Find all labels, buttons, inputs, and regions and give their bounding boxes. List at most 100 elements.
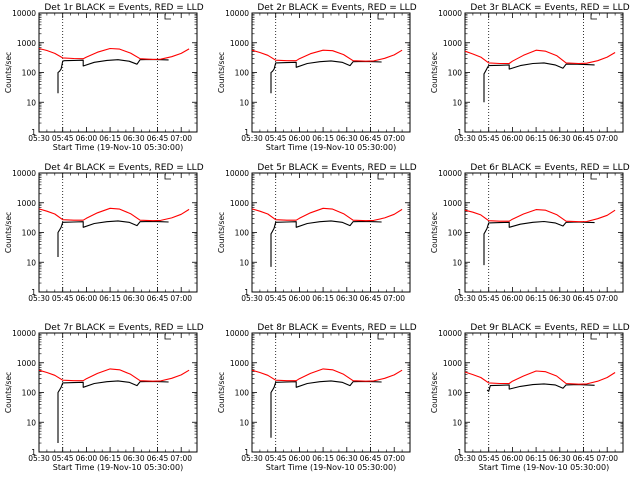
x-tick-label: 06:30 xyxy=(123,454,145,463)
x-tick-label: 06:00 xyxy=(502,454,524,463)
series-line-lld xyxy=(251,368,403,382)
y-tick-label: 1 xyxy=(31,448,36,457)
series-line-lld xyxy=(251,207,403,222)
series-line-events xyxy=(57,220,169,257)
panel-title: Det 1r BLACK = Events, RED = LLD xyxy=(44,3,203,13)
panel-title: Det 6r BLACK = Events, RED = LLD xyxy=(470,163,629,173)
detector-panel-3: Det 3r BLACK = Events, RED = LLD 1 10 100 10… xyxy=(430,3,630,143)
y-tick-label: 10 xyxy=(239,258,249,267)
series-line-lld xyxy=(464,49,616,65)
x-tick-label: 06:45 xyxy=(573,454,595,463)
y-tick-label: 1000 xyxy=(17,359,36,368)
plot-frame xyxy=(464,172,624,293)
series-line-lld xyxy=(251,49,403,62)
corner-mark xyxy=(377,174,384,180)
x-axis-label: Start Time (19-Nov-10 05:30:00) xyxy=(53,143,183,152)
y-tick-label: 10 xyxy=(239,98,249,107)
x-tick-label: 07:00 xyxy=(170,134,192,143)
x-axis-label: Start Time (19-Nov-10 05:30:00) xyxy=(479,463,609,472)
panel-title: Det 3r BLACK = Events, RED = LLD xyxy=(470,3,629,13)
y-tick-label: 10 xyxy=(26,418,36,427)
y-tick-label: 10000 xyxy=(12,169,36,178)
y-tick-label: 10000 xyxy=(438,329,462,338)
y-tick-label: 1 xyxy=(31,288,36,297)
x-tick-label: 05:45 xyxy=(52,294,74,303)
series-line-events xyxy=(270,60,382,94)
x-tick-label: 06:00 xyxy=(502,134,524,143)
y-tick-label: 10000 xyxy=(12,9,36,18)
corner-mark xyxy=(590,14,597,20)
y-tick-label: 1 xyxy=(244,128,249,137)
x-tick-label: 06:15 xyxy=(312,134,334,143)
series-line-lld xyxy=(38,368,190,382)
panel-title: Det 8r BLACK = Events, RED = LLD xyxy=(257,323,416,333)
series-line-events xyxy=(270,380,382,438)
x-tick-label: 06:00 xyxy=(502,294,524,303)
y-tick-label: 100 xyxy=(22,229,37,238)
y-tick-label: 10 xyxy=(452,258,462,267)
x-tick-label: 06:15 xyxy=(525,134,547,143)
y-tick-label: 1000 xyxy=(443,199,462,208)
detector-panel-2: Det 2r BLACK = Events, RED = LLD 1 10 100 10… xyxy=(217,3,417,152)
x-tick-label: 06:15 xyxy=(312,454,334,463)
x-tick-label: 06:00 xyxy=(76,134,98,143)
y-tick-label: 10 xyxy=(452,418,462,427)
x-tick-label: 06:00 xyxy=(76,454,98,463)
x-tick-label: 06:30 xyxy=(549,294,571,303)
x-tick-label: 07:00 xyxy=(596,134,618,143)
plot-frame xyxy=(38,332,198,453)
y-tick-label: 1 xyxy=(457,448,462,457)
x-tick-label: 07:00 xyxy=(596,294,618,303)
x-tick-label: 06:00 xyxy=(76,294,98,303)
y-tick-label: 10000 xyxy=(225,9,249,18)
x-tick-label: 06:45 xyxy=(147,134,169,143)
x-tick-label: 06:30 xyxy=(336,134,358,143)
x-tick-label: 05:30 xyxy=(454,454,476,463)
y-tick-label: 100 xyxy=(448,69,463,78)
x-tick-label: 06:45 xyxy=(147,454,169,463)
panel-title: Det 2r BLACK = Events, RED = LLD xyxy=(257,3,416,13)
y-tick-label: 100 xyxy=(448,389,463,398)
panel-title: Det 9r BLACK = Events, RED = LLD xyxy=(470,323,629,333)
y-tick-label: 1 xyxy=(457,128,462,137)
plot-frame xyxy=(464,12,624,133)
series-line-events xyxy=(57,380,169,443)
y-tick-label: 100 xyxy=(448,229,463,238)
y-tick-label: 100 xyxy=(235,389,250,398)
plot-frame xyxy=(38,172,198,293)
corner-mark xyxy=(377,14,384,20)
x-tick-label: 06:30 xyxy=(336,294,358,303)
series-line-lld xyxy=(464,209,616,223)
y-tick-label: 10000 xyxy=(12,329,36,338)
plot-frame xyxy=(251,332,411,453)
detector-panel-8: Det 8r BLACK = Events, RED = LLD 1 10 100 10… xyxy=(217,323,417,472)
plot-frame xyxy=(38,12,198,133)
x-tick-label: 06:15 xyxy=(312,294,334,303)
corner-mark xyxy=(164,174,171,180)
y-tick-label: 1000 xyxy=(443,39,462,48)
x-tick-label: 06:15 xyxy=(525,294,547,303)
x-tick-label: 05:45 xyxy=(265,134,287,143)
y-axis-label: Counts/sec xyxy=(430,212,439,253)
y-axis-label: Counts/sec xyxy=(4,52,13,93)
detector-panel-5: Det 5r BLACK = Events, RED = LLD 1 10 100 10… xyxy=(217,163,417,303)
series-line-lld xyxy=(464,370,616,385)
y-tick-label: 1000 xyxy=(443,359,462,368)
y-tick-label: 1000 xyxy=(230,39,249,48)
y-tick-label: 10000 xyxy=(225,329,249,338)
y-axis-label: Counts/sec xyxy=(217,212,226,253)
series-line-events xyxy=(57,58,169,94)
panel-title: Det 7r BLACK = Events, RED = LLD xyxy=(44,323,203,333)
x-axis-label: Start Time (19-Nov-10 05:30:00) xyxy=(53,463,183,472)
y-axis-label: Counts/sec xyxy=(430,372,439,413)
y-tick-label: 10 xyxy=(239,418,249,427)
y-tick-label: 1000 xyxy=(17,39,36,48)
x-tick-label: 05:45 xyxy=(478,134,500,143)
detector-panel-7: Det 7r BLACK = Events, RED = LLD 1 10 100 10… xyxy=(4,323,204,472)
x-tick-label: 07:00 xyxy=(383,294,405,303)
panel-title: Det 5r BLACK = Events, RED = LLD xyxy=(257,163,416,173)
x-tick-label: 05:30 xyxy=(28,134,50,143)
y-tick-label: 1000 xyxy=(230,199,249,208)
x-tick-label: 05:30 xyxy=(241,134,263,143)
